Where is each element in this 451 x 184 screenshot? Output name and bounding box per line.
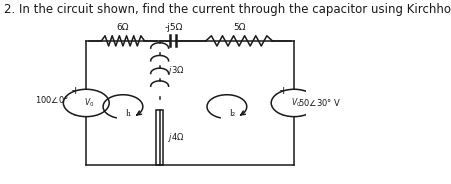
Text: 5Ω: 5Ω xyxy=(232,23,245,32)
Text: -: - xyxy=(281,110,285,120)
Text: $100\angle0°$: $100\angle0°$ xyxy=(35,94,69,105)
Text: I₁: I₁ xyxy=(125,109,131,118)
Text: $j4\Omega$: $j4\Omega$ xyxy=(168,131,184,144)
Text: +: + xyxy=(71,86,80,96)
Text: $V_0$: $V_0$ xyxy=(291,97,301,109)
Text: -j5Ω: -j5Ω xyxy=(164,23,182,32)
Text: $V_0$: $V_0$ xyxy=(83,97,94,109)
Text: 2. In the circuit shown, find the current through the capacitor using Kirchhoff': 2. In the circuit shown, find the curren… xyxy=(4,3,451,15)
Text: $50\angle30°$ V: $50\angle30°$ V xyxy=(298,98,341,108)
Text: +: + xyxy=(278,86,287,96)
Text: -: - xyxy=(74,110,78,120)
Text: $j3\Omega$: $j3\Omega$ xyxy=(168,64,184,77)
Bar xyxy=(156,110,163,165)
Text: 6Ω: 6Ω xyxy=(116,23,129,32)
Text: I₂: I₂ xyxy=(229,109,235,118)
